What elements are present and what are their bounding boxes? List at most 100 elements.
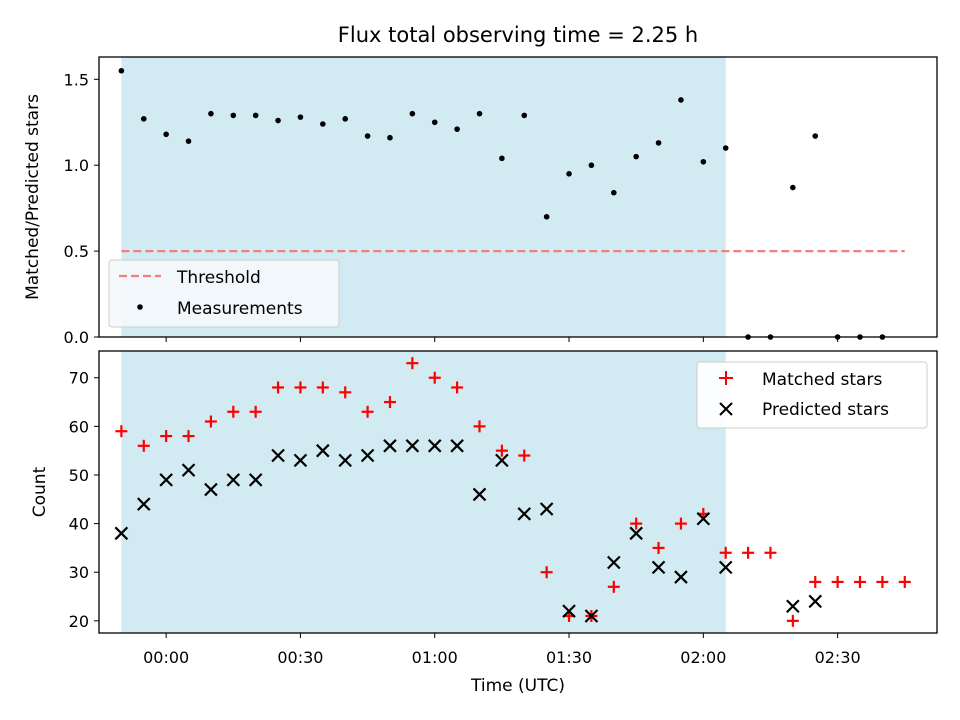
bottom-y-tick-label: 50 — [69, 466, 89, 485]
matched-star-marker — [249, 405, 262, 418]
matched-star-marker — [316, 381, 329, 394]
matched-star-marker — [652, 541, 665, 554]
matched-star-marker — [182, 430, 195, 443]
measurement-point — [454, 126, 460, 132]
top-legend: Threshold Measurements — [108, 259, 340, 328]
measurement-point — [543, 213, 550, 220]
x-tick-label: 02:30 — [815, 648, 861, 667]
measurement-point — [812, 133, 819, 139]
measurement-point — [118, 67, 125, 74]
predicted-star-marker — [584, 609, 599, 623]
measurement-point — [275, 117, 281, 124]
bottom-y-tick-label: 60 — [69, 417, 89, 436]
predicted-star-marker — [204, 482, 218, 497]
bottom-y-tick-label: 70 — [69, 369, 89, 388]
top-y-axis-label: Matched/Predicted stars — [23, 94, 43, 300]
measurement-point — [611, 189, 617, 196]
matched-star-marker — [272, 381, 285, 394]
matched-star-marker — [137, 439, 150, 452]
predicted-star-marker — [629, 526, 643, 541]
matched-star-marker — [204, 415, 217, 428]
predicted-star-marker — [293, 453, 308, 468]
matched-star-marker — [742, 546, 755, 559]
predicted-star-marker — [114, 526, 129, 541]
bottom-y-tick-label: 30 — [69, 563, 89, 582]
bottom-y-ticks: 20 30 40 50 60 70 — [69, 369, 99, 631]
matched-star-marker — [786, 614, 799, 627]
matched-star-marker — [607, 580, 620, 593]
predicted-star-marker — [808, 594, 823, 609]
top-y-ticks: 0.0 0.5 1.0 1.5 — [64, 70, 99, 347]
predicted-star-marker — [539, 502, 554, 516]
top-panel: 0.0 0.5 1.0 1.5 Matched/Predicted stars Thr… — [23, 56, 938, 347]
predicted-star-marker — [696, 511, 711, 526]
matched-star-marker — [831, 575, 844, 588]
matched-star-marker — [764, 546, 777, 559]
measurement-point — [252, 112, 259, 119]
legend-measurements-swatch — [137, 304, 143, 310]
legend-matched-label: Matched stars — [762, 370, 882, 390]
matched-star-marker — [630, 517, 643, 530]
legend-threshold-label: Threshold — [176, 268, 261, 288]
predicted-star-marker — [674, 570, 688, 584]
predicted-star-marker — [226, 473, 241, 487]
bottom-x-ticks: 00:00 00:30 01:00 01:30 02:00 02:30 — [143, 633, 861, 667]
matched-star-marker — [719, 546, 732, 559]
matched-star-marker — [451, 381, 464, 394]
matched-star-marker — [809, 575, 822, 588]
predicted-star-marker — [427, 439, 442, 453]
predicted-star-marker — [786, 599, 800, 614]
predicted-star-marker — [562, 604, 576, 618]
matched-star-marker — [339, 386, 352, 399]
chart-title: Flux total observing time = 2.25 h — [338, 23, 698, 47]
x-tick-label: 02:00 — [680, 648, 726, 667]
measurement-point — [342, 116, 349, 122]
x-axis-label: Time (UTC) — [470, 676, 565, 696]
bottom-axes-frame — [98, 350, 938, 634]
predicted-star-marker — [248, 473, 263, 487]
matched-star-marker — [495, 444, 508, 457]
measurement-point — [655, 140, 662, 146]
predicted-star-marker — [136, 497, 151, 511]
bottom-legend-box — [696, 361, 928, 429]
predicted-star-marker — [316, 443, 330, 458]
predicted-star-marker — [651, 560, 666, 575]
measurement-point — [678, 97, 684, 103]
measurement-point — [364, 133, 371, 139]
measurement-point — [431, 119, 438, 126]
top-y-tick-label: 1.0 — [64, 156, 89, 175]
measurement-point — [476, 110, 483, 117]
predicted-star-marker — [338, 453, 352, 468]
predicted-star-marker — [607, 555, 621, 570]
predicted-star-marker — [181, 463, 196, 477]
matched-star-marker — [518, 449, 531, 462]
x-tick-label: 01:30 — [546, 648, 592, 667]
top-y-tick-label: 0.5 — [64, 242, 89, 261]
measurement-point — [722, 145, 729, 151]
predicted-stars-markers — [114, 439, 823, 623]
measurement-point — [700, 158, 707, 165]
legend-predicted-swatch — [719, 402, 733, 416]
predicted-star-marker — [450, 439, 464, 453]
matched-star-marker — [473, 420, 486, 433]
measurement-point — [163, 131, 169, 138]
matched-star-marker — [160, 430, 173, 443]
legend-measurements-label: Measurements — [177, 299, 303, 319]
legend-predicted-label: Predicted stars — [762, 400, 889, 420]
measurement-point — [790, 184, 796, 191]
predicted-star-marker — [360, 448, 375, 463]
predicted-star-marker — [495, 453, 509, 468]
measurement-point — [387, 134, 393, 141]
matched-star-marker — [361, 405, 374, 418]
matched-star-marker — [294, 381, 307, 394]
matched-star-marker — [853, 575, 866, 588]
matched-star-marker — [383, 396, 396, 409]
measurement-point — [521, 112, 528, 119]
predicted-star-marker — [517, 507, 532, 521]
matched-star-marker — [428, 371, 441, 384]
legend-matched-swatch — [719, 371, 733, 385]
predicted-star-marker — [159, 473, 173, 487]
matched-star-marker — [406, 357, 419, 370]
bottom-shaded-span — [121, 351, 726, 633]
measurement-point — [140, 116, 147, 122]
